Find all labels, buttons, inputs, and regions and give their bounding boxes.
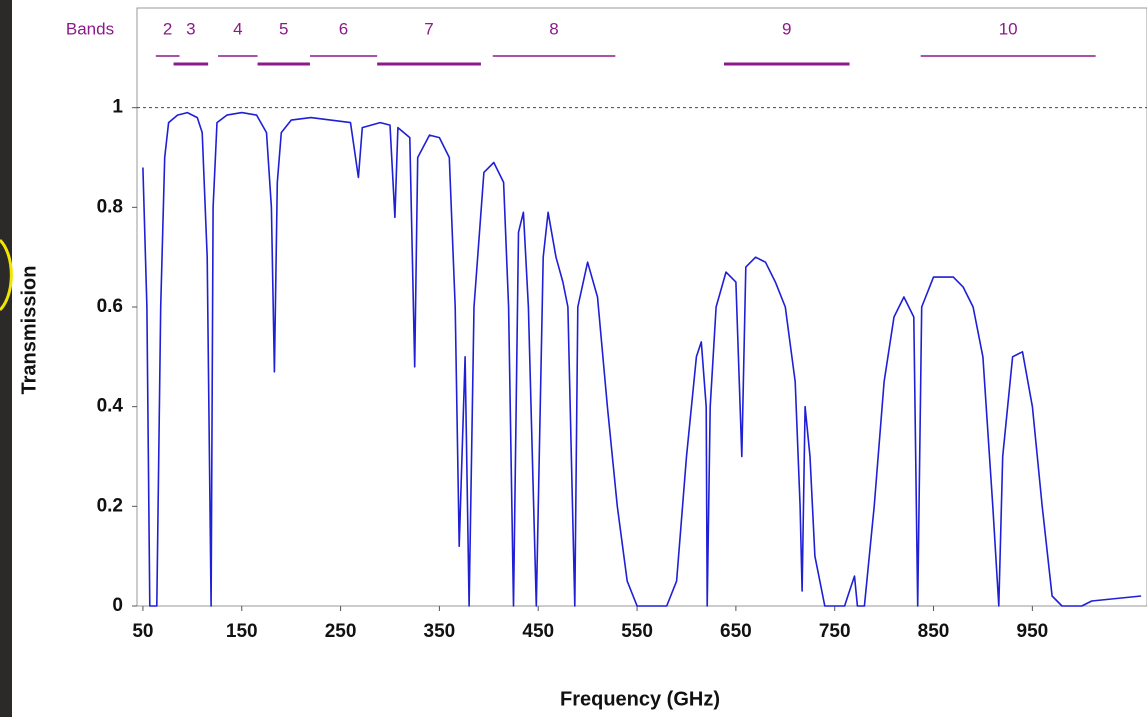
- photo-strip: [0, 0, 12, 717]
- band-label: 6: [339, 19, 348, 38]
- x-axis-title: Frequency (GHz): [560, 688, 720, 710]
- band-label: 10: [999, 19, 1018, 38]
- y-tick-label: 0.2: [97, 495, 123, 516]
- plot-frame: [136, 7, 1147, 607]
- y-tick-label: 0: [112, 595, 123, 616]
- x-tick-label: 850: [918, 621, 950, 642]
- x-tick-label: 550: [621, 621, 653, 642]
- x-tick-label: 450: [522, 621, 554, 642]
- band-label: 4: [233, 19, 242, 38]
- highlight-arc: [0, 238, 13, 312]
- band-label: 3: [186, 19, 195, 38]
- x-tick-label: 650: [720, 621, 752, 642]
- y-tick-label: 0.4: [97, 396, 124, 417]
- x-tick-label: 150: [226, 621, 258, 642]
- y-axis-title: Transmission: [18, 266, 40, 395]
- band-label: 8: [549, 19, 558, 38]
- x-tick-label: 750: [819, 621, 851, 642]
- bands-label: Bands: [66, 19, 114, 38]
- y-tick-label: 0.8: [97, 196, 123, 217]
- x-tick-label: 950: [1017, 621, 1049, 642]
- band-label: 2: [163, 19, 172, 38]
- band-label: 7: [424, 19, 433, 38]
- y-tick-label: 1: [112, 97, 123, 118]
- x-tick-label: 350: [424, 621, 456, 642]
- x-tick-label: 50: [132, 621, 153, 642]
- x-tick-label: 250: [325, 621, 357, 642]
- transmission-line: [142, 111, 1142, 607]
- y-tick-label: 0.6: [97, 296, 123, 317]
- band-label: 5: [279, 19, 288, 38]
- band-label: 9: [782, 19, 791, 38]
